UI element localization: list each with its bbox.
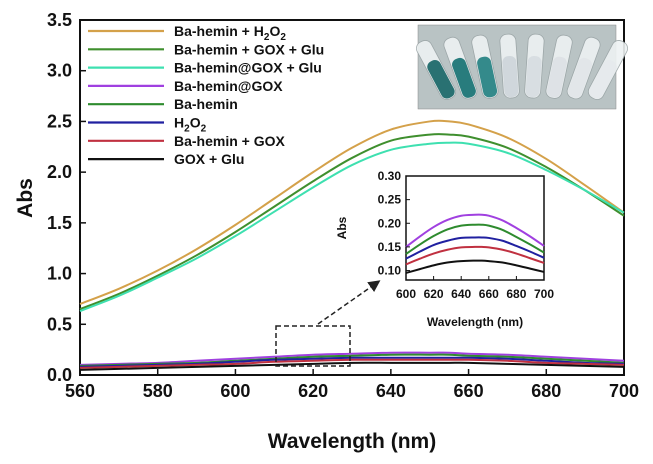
y-tick-label: 3.0 — [47, 61, 72, 81]
inset-series-ba-hemin — [405, 223, 545, 255]
y-tick-label: 0.5 — [47, 314, 72, 334]
legend-entry-h2o2: H2O2 — [174, 115, 207, 135]
x-tick-label: 700 — [609, 381, 639, 401]
legend-entry-gox-glu: GOX + Glu — [174, 151, 244, 167]
y-tick-label: 2.5 — [47, 111, 72, 131]
inset-chart: 600 620 640 660 680 700 0.100.150.200.250.30 … — [335, 169, 554, 329]
inset-y-tick-label: 0.10 — [378, 264, 402, 278]
photo-tubes — [416, 33, 628, 100]
x-tick-label: 660 — [454, 381, 484, 401]
inset-x-axis-label: Wavelength (nm) — [427, 315, 523, 329]
photo-tube — [587, 40, 628, 100]
photo-tube — [566, 36, 601, 100]
series-ba-hemin-gox — [79, 351, 625, 366]
main-x-axis-label: Wavelength (nm) — [268, 430, 436, 453]
inset-series-ba-hemin-gox — [405, 213, 545, 248]
inset-y-tick-label: 0.20 — [378, 216, 402, 230]
x-tick-label: 560 — [65, 381, 95, 401]
legend-entry-ba-hemin-gox-glu: Ba-hemin + GOX + Glu — [174, 41, 324, 57]
x-tick-label: 580 — [143, 381, 173, 401]
photo-tube — [499, 33, 520, 99]
photo-tube — [471, 34, 499, 99]
y-tick-label: 1.5 — [47, 213, 72, 233]
inset-y-axis-label: Abs — [335, 216, 349, 239]
main-x-axis: 560 580 600 620 640 660 680 700 — [65, 369, 639, 401]
zoom-arrow — [317, 280, 381, 325]
inset-series-group — [405, 213, 545, 274]
legend-entry-ba-hemin-gox: Ba-hemin + GOX — [174, 133, 286, 149]
series-ba-hemin-gox-glu — [79, 141, 625, 313]
x-tick-label: 600 — [220, 381, 250, 401]
main-y-axis: 0.0 0.5 1.0 1.5 2.0 2.5 3.0 3.5 — [47, 10, 86, 385]
inset-x-tick-label: 640 — [451, 287, 471, 301]
photo-tube — [545, 34, 573, 99]
inset-x-tick-label: 680 — [506, 287, 526, 301]
photo-tube — [524, 33, 545, 99]
legend-entry-ba-hemin: Ba-hemin — [174, 96, 238, 112]
series-ba-hemin-gox-glu — [79, 133, 625, 311]
inset-y-tick-label: 0.30 — [378, 169, 402, 183]
inset-plot-frame — [405, 175, 545, 281]
series-gox-glu — [79, 361, 625, 371]
legend-entry-ba-hemin-gox: Ba-hemin@GOX — [174, 78, 283, 94]
series-ba-hemin-gox — [79, 358, 625, 369]
inset-x-tick-label: 660 — [479, 287, 499, 301]
y-tick-label: 3.5 — [47, 10, 72, 30]
photo-tube — [443, 36, 478, 100]
inset-x-tick-label: 600 — [396, 287, 416, 301]
inset-y-tick-label: 0.15 — [378, 240, 402, 254]
inset-x-axis: 600 620 640 660 680 700 — [396, 276, 554, 301]
inset-y-axis: 0.10 0.15 0.20 0.25 0.30 — [378, 169, 410, 278]
y-tick-label: 1.0 — [47, 264, 72, 284]
x-tick-label: 640 — [376, 381, 406, 401]
inset-x-tick-label: 700 — [534, 287, 554, 301]
photo-tube — [416, 40, 457, 100]
main-plot-frame — [79, 19, 625, 376]
zoom-region-box — [275, 325, 351, 367]
inset-x-tick-label: 620 — [424, 287, 444, 301]
inset-series-gox-glu — [405, 259, 545, 274]
tube-photo — [416, 24, 628, 110]
inset-series-ba-hemin-gox — [405, 245, 545, 266]
main-series-group — [79, 119, 625, 371]
x-tick-label: 620 — [298, 381, 328, 401]
main-y-axis-label: Abs — [14, 178, 37, 218]
inset-y-tick-label: 0.25 — [378, 193, 402, 207]
x-tick-label: 680 — [531, 381, 561, 401]
y-tick-label: 0.0 — [47, 365, 72, 385]
series-ba-hemin — [79, 353, 625, 367]
legend-entry-ba-hemin-h2o2: Ba-hemin + H2O2 — [174, 23, 286, 43]
series-ba-hemin-h2o2 — [79, 119, 625, 305]
inset-series-h2o2 — [405, 236, 545, 260]
y-tick-label: 2.0 — [47, 162, 72, 182]
legend-entry-ba-hemin-gox-glu: Ba-hemin@GOX + Glu — [174, 60, 322, 76]
